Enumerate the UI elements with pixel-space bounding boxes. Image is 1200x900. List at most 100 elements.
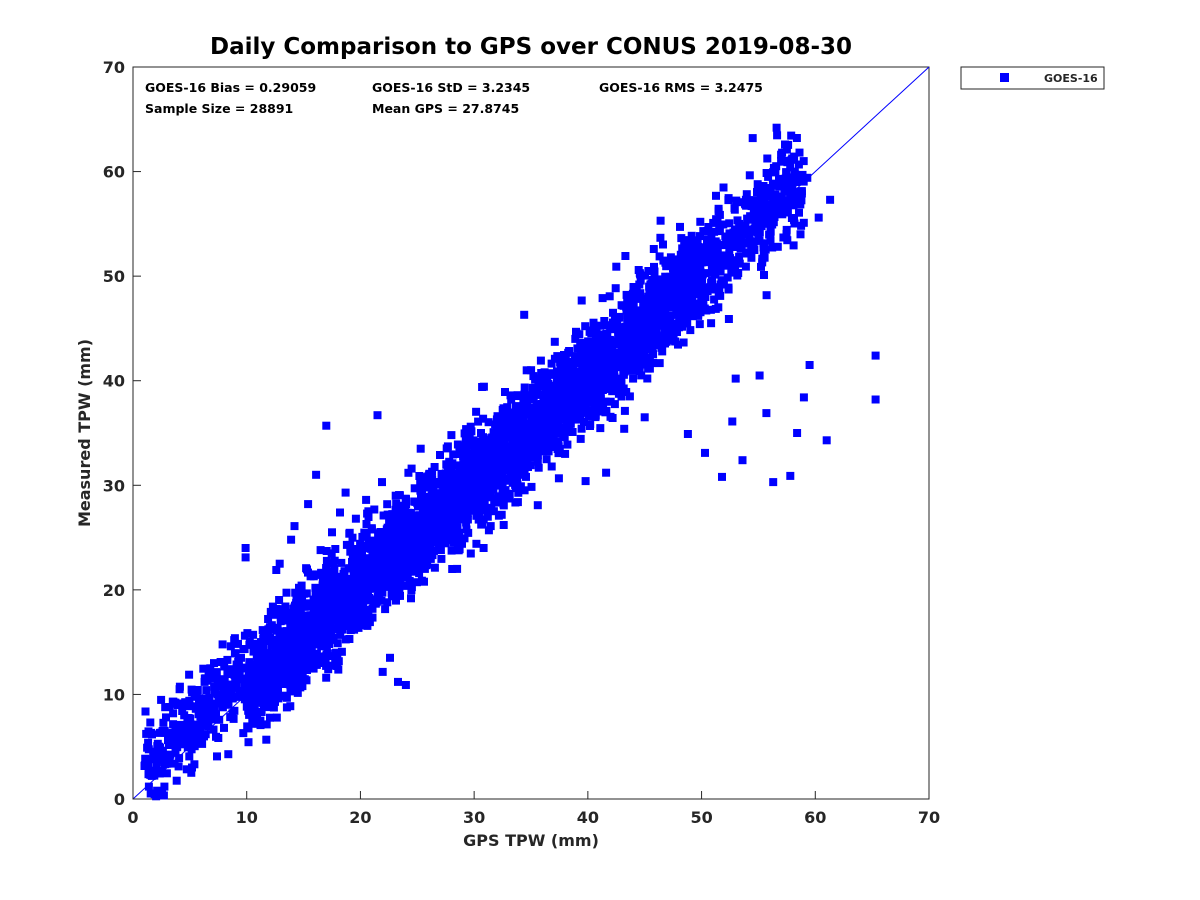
- data-point: [373, 542, 381, 551]
- data-point: [158, 788, 167, 796]
- data-point: [637, 351, 646, 360]
- data-point: [687, 286, 696, 295]
- data-point: [201, 700, 209, 709]
- data-point: [358, 590, 367, 599]
- data-point: [476, 479, 485, 488]
- data-point: [317, 642, 326, 651]
- data-point: [359, 596, 367, 605]
- data-point: [561, 351, 570, 359]
- data-point: [629, 324, 638, 333]
- data-point: [581, 477, 590, 486]
- data-point: [382, 574, 390, 583]
- data-point: [568, 428, 577, 436]
- data-point: [684, 242, 693, 251]
- data-point: [715, 287, 724, 295]
- data-point: [378, 667, 387, 676]
- data-point: [254, 662, 263, 671]
- data-point: [275, 559, 284, 568]
- x-tick-label: 10: [236, 808, 258, 827]
- data-point: [629, 310, 638, 319]
- data-point: [364, 513, 373, 521]
- data-point: [373, 411, 382, 420]
- data-point: [640, 294, 649, 303]
- data-point: [485, 486, 493, 495]
- data-point: [668, 259, 677, 268]
- data-point: [608, 414, 617, 422]
- data-point: [340, 600, 349, 609]
- data-point: [424, 548, 433, 557]
- data-point: [741, 195, 750, 204]
- data-point: [471, 441, 480, 450]
- data-point: [337, 647, 346, 656]
- data-point: [405, 524, 414, 533]
- data-point: [407, 464, 416, 473]
- data-point: [448, 519, 457, 528]
- data-point: [606, 361, 615, 370]
- data-point: [303, 632, 312, 640]
- data-point: [723, 232, 732, 241]
- data-point: [602, 349, 611, 358]
- data-point: [462, 525, 471, 534]
- data-point: [322, 547, 331, 555]
- data-point: [572, 400, 581, 408]
- data-point: [578, 346, 587, 355]
- data-point: [773, 242, 782, 251]
- data-point: [267, 621, 276, 630]
- data-point: [700, 243, 709, 252]
- data-point: [268, 602, 277, 611]
- data-point: [428, 551, 437, 560]
- data-point: [822, 436, 831, 445]
- data-point: [264, 615, 273, 623]
- data-point: [527, 451, 535, 459]
- data-point: [655, 359, 664, 368]
- data-point: [338, 579, 347, 588]
- data-point: [506, 391, 515, 400]
- data-point: [297, 630, 306, 639]
- data-point: [205, 694, 214, 702]
- data-point: [663, 275, 672, 284]
- data-point: [655, 252, 664, 261]
- data-point: [593, 372, 602, 380]
- data-point: [550, 337, 559, 346]
- data-point: [765, 191, 774, 200]
- data-point: [643, 374, 652, 383]
- data-point: [439, 526, 448, 535]
- data-point: [615, 313, 624, 322]
- data-point: [204, 722, 213, 731]
- data-point: [183, 743, 192, 752]
- data-point: [213, 752, 221, 761]
- data-point: [567, 399, 576, 408]
- ticks-layer: 0 10 20 30 40 50 60 70 0 10 20 30 40 50 60 70: [103, 58, 940, 827]
- data-point: [486, 447, 495, 456]
- data-point: [547, 384, 556, 393]
- data-point: [418, 487, 427, 496]
- data-point: [317, 624, 326, 633]
- data-point: [220, 723, 228, 732]
- data-point: [792, 178, 801, 186]
- data-point: [393, 541, 402, 550]
- data-point: [209, 674, 218, 683]
- plot-area: 0 10 20 30 40 50 60 70 0 10 20 30 40 50 60 70: [103, 58, 940, 827]
- data-point: [267, 687, 276, 696]
- data-point: [320, 595, 328, 604]
- data-point: [640, 413, 649, 422]
- data-point: [300, 675, 309, 684]
- data-point: [683, 291, 691, 299]
- data-point: [652, 305, 661, 313]
- data-point: [684, 310, 693, 319]
- data-point: [424, 541, 433, 550]
- data-point: [704, 223, 713, 231]
- data-point: [706, 257, 715, 266]
- data-point: [627, 331, 635, 340]
- data-point: [550, 427, 559, 436]
- data-point: [281, 667, 290, 676]
- data-point: [153, 786, 162, 795]
- data-point: [532, 407, 541, 415]
- data-point: [608, 351, 617, 360]
- data-point: [576, 434, 585, 443]
- data-point: [686, 265, 695, 274]
- data-point: [146, 789, 155, 798]
- data-point: [271, 674, 280, 683]
- data-point: [573, 344, 582, 353]
- data-point: [687, 231, 696, 240]
